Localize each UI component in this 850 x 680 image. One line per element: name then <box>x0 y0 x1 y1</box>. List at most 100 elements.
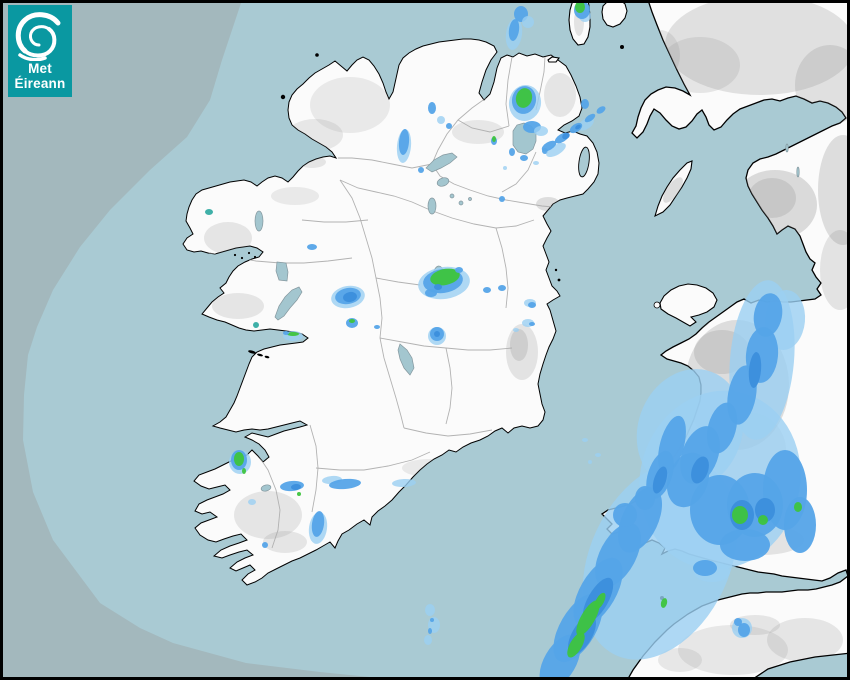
rain-cell-heavy <box>291 483 301 491</box>
rain-cell-heavy <box>575 124 581 130</box>
rain-cell-moderate <box>635 486 655 510</box>
rain-cell-light <box>588 460 592 464</box>
cumbria-lake <box>796 166 800 178</box>
logo-text-met: Met <box>28 61 52 76</box>
rain-cell-moderate <box>784 497 816 553</box>
irish-sea-islets <box>554 268 561 282</box>
rain-cell-light <box>595 453 601 457</box>
rain-cell-light <box>582 438 588 442</box>
lower-lough-erne <box>425 152 458 173</box>
rain-cell-light <box>392 478 416 488</box>
rain-cell-moderate <box>483 287 491 293</box>
rain-cell-light <box>503 166 507 170</box>
aranmore-island <box>280 94 286 100</box>
lough-mask <box>275 261 289 282</box>
rain-cell-intense <box>758 515 768 525</box>
rain-cell-moderate <box>374 325 380 329</box>
sea-outside-radar-range <box>0 0 400 680</box>
swirl-icon <box>15 12 61 61</box>
rain-cell-intense <box>794 502 802 512</box>
rain-cell-intense <box>660 598 668 608</box>
rain-cell-light <box>513 328 519 332</box>
rain-cell-moderate <box>455 267 463 273</box>
logo-text-eireann: Éireann <box>14 75 66 91</box>
rain-cell-moderate <box>428 102 436 114</box>
holy-island <box>653 301 661 309</box>
rain-cell-heavy <box>434 284 442 290</box>
rain-cell-moderate <box>753 293 783 337</box>
aran-islands <box>248 350 270 359</box>
rain-cell-intense <box>732 506 748 524</box>
rain-cell-light <box>546 143 566 157</box>
strangford-lough <box>578 146 590 178</box>
rain-cell-light <box>533 161 539 165</box>
rain-cell-moderate <box>262 542 268 548</box>
rain-cell-heavy <box>343 291 357 303</box>
rain-cell-moderate <box>693 560 717 576</box>
cavan-lake <box>458 200 464 206</box>
english-channel-corner <box>750 652 850 680</box>
rain-cell-moderate <box>520 155 528 161</box>
rain-cell-intense <box>349 319 355 323</box>
arran-island <box>601 0 628 28</box>
rain-cell-heavy <box>434 331 440 337</box>
lough-leane <box>260 484 272 492</box>
upper-lough-erne <box>436 177 450 187</box>
rain-cell-intense <box>234 452 244 466</box>
rain-cell-moderate <box>508 19 520 41</box>
rain-cell-intense <box>567 632 585 658</box>
rain-cell-intense <box>297 492 301 496</box>
lough-conn <box>254 210 264 232</box>
rain-cell-moderate <box>498 285 506 291</box>
rain-cell-intense <box>242 468 246 474</box>
rain-cell-intense <box>287 332 299 336</box>
rain-cell-moderate <box>446 123 452 129</box>
rain-cell-moderate <box>307 244 317 250</box>
rain-cell-heavy <box>691 456 709 484</box>
rain-cell-intense <box>576 600 600 636</box>
rain-cell-clutter <box>253 322 259 328</box>
cavan-lake <box>468 197 472 201</box>
rain-cell-moderate <box>738 623 750 637</box>
rain-cell-moderate <box>541 140 557 152</box>
rain-cell-moderate <box>428 628 432 634</box>
rain-cell-moderate <box>529 322 535 326</box>
rain-cell-moderate <box>734 618 742 626</box>
rain-cell-moderate <box>596 106 606 114</box>
rain-cell-moderate <box>581 99 589 109</box>
anglesey-island <box>659 283 718 327</box>
met-eireann-logo: Met Éireann <box>8 5 72 97</box>
clew-bay-islets <box>233 251 257 260</box>
rain-cell-moderate <box>283 331 289 335</box>
tory-island <box>315 53 319 57</box>
lough-allen <box>427 197 437 215</box>
rain-cell-moderate <box>311 511 325 537</box>
ailsa-craig-island <box>620 45 624 49</box>
rain-cell-intense <box>430 268 460 286</box>
rain-cell-moderate <box>329 478 361 490</box>
rain-cell-moderate <box>613 503 637 527</box>
rain-cell-intense <box>594 592 606 610</box>
rain-cell-moderate <box>584 113 596 123</box>
rain-cell-moderate <box>425 289 437 297</box>
rain-cell-light <box>522 16 534 28</box>
rain-cell-moderate <box>528 302 536 308</box>
rain-cell-intense <box>492 136 496 142</box>
rain-cell-moderate <box>398 129 410 155</box>
rain-cell-intense <box>575 1 585 13</box>
isle-of-man <box>654 160 693 218</box>
rain-cell-moderate <box>509 148 515 156</box>
rathlin-island <box>547 56 560 63</box>
rain-cell-moderate <box>430 618 434 622</box>
rain-cell-moderate <box>499 196 505 202</box>
rain-cell-light <box>248 499 256 505</box>
rain-cell-light <box>437 116 445 124</box>
rain-cell-moderate <box>720 529 770 561</box>
rain-cell-moderate <box>418 167 424 173</box>
rain-cell-heavy <box>562 132 570 140</box>
lough-derg <box>397 343 415 376</box>
rain-cell-light <box>425 604 435 616</box>
rain-cell-clutter <box>205 209 213 215</box>
